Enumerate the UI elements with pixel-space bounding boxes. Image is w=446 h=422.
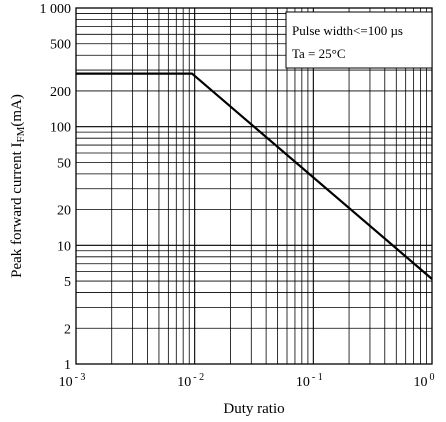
y-tick-label: 200 [50,85,71,100]
y-tick-label: 20 [57,204,71,219]
y-axis-label-unit: (mA) [9,94,25,127]
y-tick-label: 1 000 [40,2,72,17]
x-tick-base: 10 [59,375,73,390]
x-tick-label: 10- 3 [59,372,86,390]
y-tick-label: 2 [64,322,71,337]
annotation-box-frame [285,11,433,69]
y-tick-labels: 1 2 5 10 20 50 100 200 500 1 000 [40,2,72,373]
x-tick-exponent: - 1 [312,372,323,383]
x-axis-label: Duty ratio [223,401,284,417]
x-tick-base: 10 [177,375,191,390]
x-tick-label: 10- 2 [177,372,204,390]
x-tick-exponent: 0 [430,372,435,383]
y-axis-label-text: Peak forward current [9,150,25,277]
plot-frame [75,7,433,365]
y-tick-label: 100 [50,121,71,136]
x-tick-label: 10- 1 [296,372,323,390]
y-tick-label: 10 [57,239,71,254]
annotation-pulse-width: Pulse width<=100 µs [292,23,403,38]
y-tick-label: 5 [64,275,71,290]
y-tick-label: 500 [50,38,71,53]
y-axis-label-subscript: FM [15,126,27,142]
x-tick-labels: 10- 3 10- 2 10- 1 10 0 [59,372,435,390]
x-tick-exponent: - 3 [75,372,86,383]
y-axis-label: Peak forward current IFM(mA) [9,94,27,278]
x-tick-base: 10 [414,375,428,390]
x-tick-base: 10 [296,375,310,390]
annotation-box: Pulse width<=100 µs Ta = 25°C [285,11,433,69]
annotation-temperature: Ta = 25°C [292,46,346,61]
y-axis-label-symbol: I [9,143,25,148]
x-tick-exponent: - 2 [193,372,204,383]
y-tick-label: 50 [57,156,71,171]
x-tick-label: 10 0 [414,372,435,390]
y-tick-label: 1 [64,358,71,373]
series-line [76,72,433,280]
